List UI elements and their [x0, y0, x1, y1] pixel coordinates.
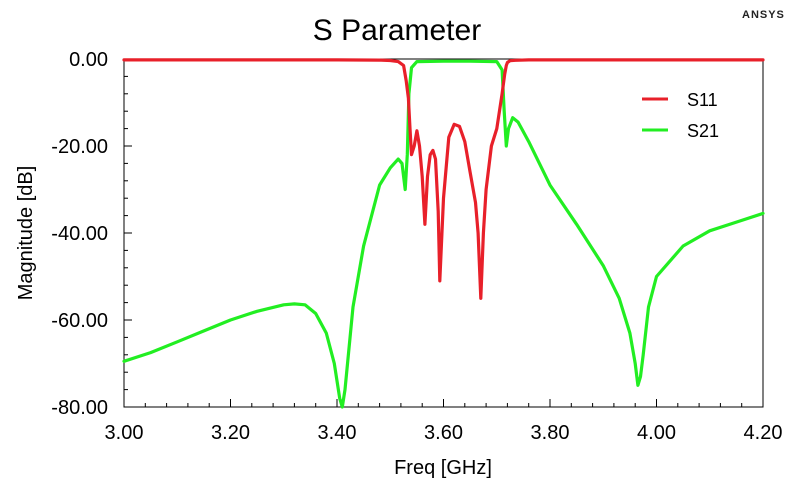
y-axis: 0.00 -20.00 -40.00 -60.00 -80.00 [51, 49, 132, 419]
x-tick-label: 3.60 [424, 422, 463, 444]
x-tick-label: 4.00 [637, 422, 676, 444]
y-axis-title: Magnitude [dB] [15, 166, 37, 301]
chart-title: S Parameter [313, 14, 481, 47]
series-line-s11 [122, 58, 765, 300]
y-tick-label: -80.00 [51, 397, 108, 419]
x-axis: 3.00 3.20 3.40 3.60 3.80 4.00 4.20 [105, 399, 783, 444]
legend-label-s11: S11 [687, 90, 718, 110]
series-line-s21 [122, 59, 765, 409]
x-tick-label: 3.80 [531, 422, 570, 444]
x-tick-label: 3.20 [211, 422, 250, 444]
y-tick-label: -20.00 [51, 136, 108, 158]
x-axis-title: Freq [GHz] [394, 457, 492, 479]
series-group [122, 58, 765, 409]
y-tick-label: -60.00 [51, 310, 108, 332]
y-tick-label: -40.00 [51, 223, 108, 245]
x-tick-label: 4.20 [744, 422, 783, 444]
brand-logo-text: ANSYS [742, 9, 785, 21]
legend: S11 S21 [642, 90, 719, 141]
x-tick-label: 3.00 [105, 422, 144, 444]
y-tick-label: 0.00 [69, 49, 108, 71]
legend-label-s21: S21 [687, 121, 719, 141]
x-tick-label: 3.40 [318, 422, 357, 444]
